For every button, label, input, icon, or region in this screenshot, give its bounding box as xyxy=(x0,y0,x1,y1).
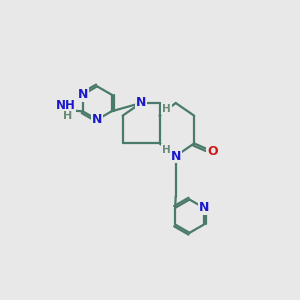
Text: O: O xyxy=(207,145,218,158)
Text: N: N xyxy=(199,201,209,214)
Text: H: H xyxy=(162,104,171,114)
Text: H: H xyxy=(63,111,72,121)
Text: N: N xyxy=(92,113,102,126)
Text: N: N xyxy=(136,97,146,110)
Text: N: N xyxy=(78,88,88,101)
Text: NH: NH xyxy=(56,99,75,112)
Text: H: H xyxy=(162,145,171,155)
Text: N: N xyxy=(170,150,181,163)
